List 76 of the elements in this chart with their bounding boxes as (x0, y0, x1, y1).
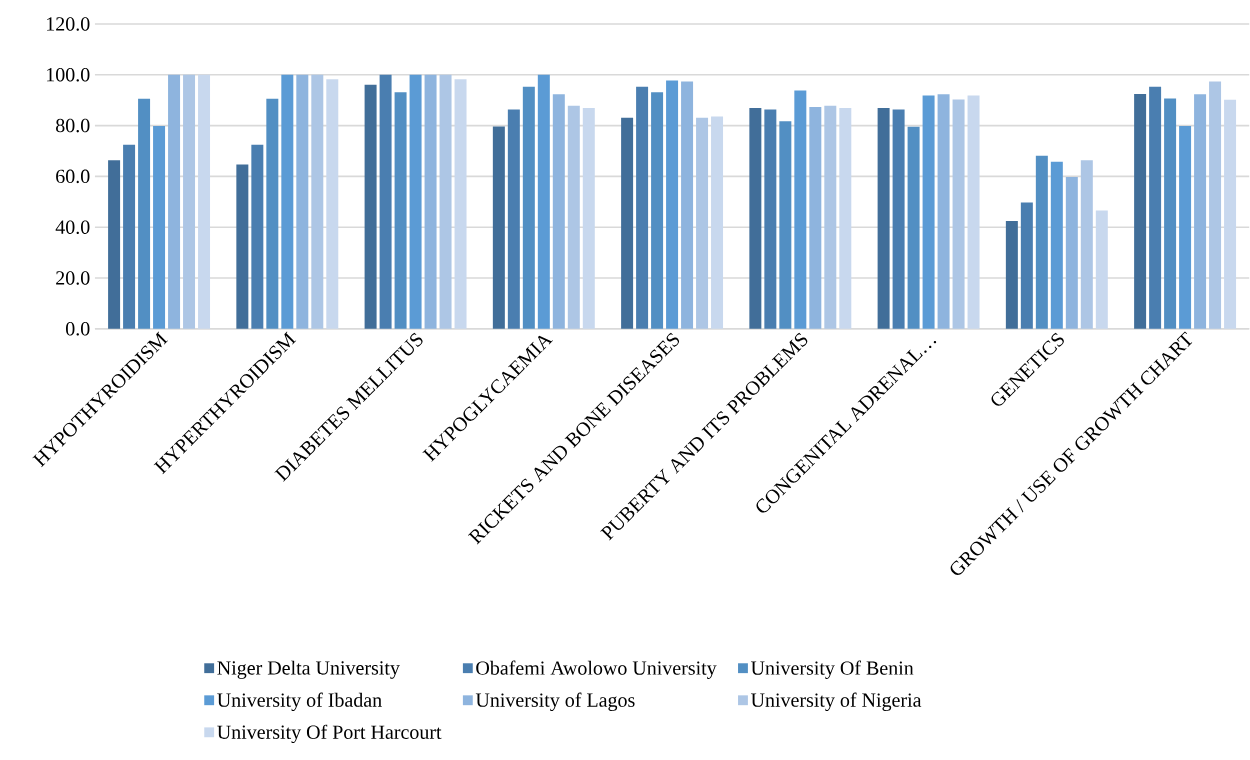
bar (651, 92, 664, 330)
bar (824, 106, 837, 330)
y-tick-label: 20.0 (56, 271, 90, 286)
bar (552, 94, 565, 330)
bar (582, 108, 595, 330)
bar (153, 126, 166, 330)
legend-label: Obafemi Awolowo University (476, 660, 717, 680)
bar (779, 121, 792, 330)
bar (952, 99, 965, 330)
bar (123, 144, 136, 330)
bar (183, 75, 196, 330)
legend-label: University of Ibadan (217, 692, 382, 712)
bar (379, 75, 392, 330)
bar (168, 75, 181, 330)
bar (696, 117, 709, 330)
bar (839, 108, 852, 330)
bar (1224, 99, 1237, 330)
bar (1164, 98, 1177, 330)
legend-label: University of Nigeria (750, 692, 922, 712)
bar (108, 160, 121, 330)
bar (907, 127, 920, 330)
bar (454, 79, 467, 330)
y-tick-label: 60.0 (56, 169, 90, 184)
bar (296, 75, 309, 330)
bar (1209, 81, 1222, 330)
bar (892, 109, 905, 330)
bar (1149, 86, 1162, 330)
bar (326, 79, 339, 330)
legend-label: University Of Benin (750, 660, 914, 680)
y-tick-label: 40.0 (55, 220, 90, 235)
bar (439, 75, 452, 330)
bar (1179, 126, 1192, 330)
bar (198, 75, 211, 330)
bar (711, 116, 724, 330)
y-tick-label: 100.0 (47, 68, 90, 82)
bar (922, 95, 935, 330)
y-tick-label: 80.0 (56, 119, 90, 133)
bar (681, 81, 694, 330)
bar (1065, 177, 1078, 330)
bar (311, 75, 324, 330)
bar (621, 117, 634, 330)
legend-label: University Of Port Harcourt (217, 724, 442, 744)
bar (1194, 94, 1207, 330)
bar (537, 75, 550, 330)
bar (666, 80, 679, 330)
bar (1134, 94, 1147, 330)
bar (251, 144, 264, 330)
bar (1035, 156, 1048, 330)
bar (266, 98, 279, 330)
bar (764, 109, 777, 330)
bar (364, 84, 377, 330)
legend-label: Niger Delta University (217, 660, 400, 680)
bar (1020, 202, 1033, 330)
bar (937, 94, 950, 330)
bar (636, 86, 649, 330)
bar (492, 126, 505, 330)
bar (281, 75, 294, 330)
bar (794, 90, 807, 330)
bar (424, 75, 437, 330)
bar (1005, 221, 1018, 330)
bar (877, 108, 890, 330)
bar (1050, 161, 1063, 330)
bar (507, 109, 520, 330)
bar (394, 92, 407, 330)
bar (236, 164, 249, 330)
bar (567, 106, 580, 330)
bar (1095, 210, 1108, 330)
bar (522, 86, 535, 330)
legend-label: University of Lagos (475, 692, 635, 712)
y-tick-label: 120.0 (47, 17, 90, 32)
bar (967, 95, 980, 330)
bar (409, 75, 422, 330)
bar (138, 98, 151, 330)
bar (809, 107, 822, 330)
bar (749, 108, 762, 330)
bar (1080, 160, 1093, 330)
